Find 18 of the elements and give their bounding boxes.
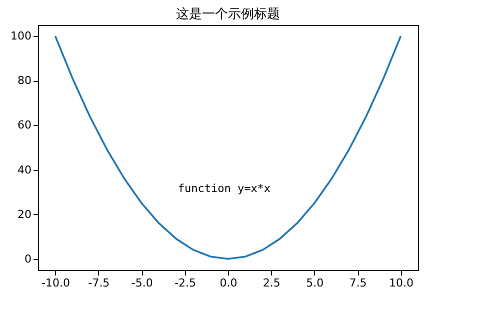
x-tick-label: 2.5 [262, 276, 280, 290]
x-tick-label: -2.5 [174, 276, 196, 290]
x-tick-label: -5.0 [131, 276, 153, 290]
x-tick-label: -7.5 [88, 276, 110, 290]
y-tick-label: 60 [18, 118, 32, 132]
y-tick-label: 40 [18, 163, 32, 176]
y-tick-label: 0 [24, 252, 32, 266]
x-tick-label: 0.0 [220, 276, 238, 290]
chart-title: 这是一个示例标题 [176, 7, 280, 22]
line-series [54, 35, 402, 260]
x-tick-label: 7.5 [349, 276, 367, 290]
y-tick-label: 20 [18, 208, 32, 221]
y-tick-label: 80 [18, 74, 32, 88]
annotation: function y=x*x [178, 182, 271, 196]
x-tick-label: 5.0 [306, 276, 324, 290]
y-tick-label: 100 [10, 30, 32, 43]
x-tick-label: 10.0 [388, 276, 414, 290]
x-tick-label: -10.0 [42, 276, 70, 290]
